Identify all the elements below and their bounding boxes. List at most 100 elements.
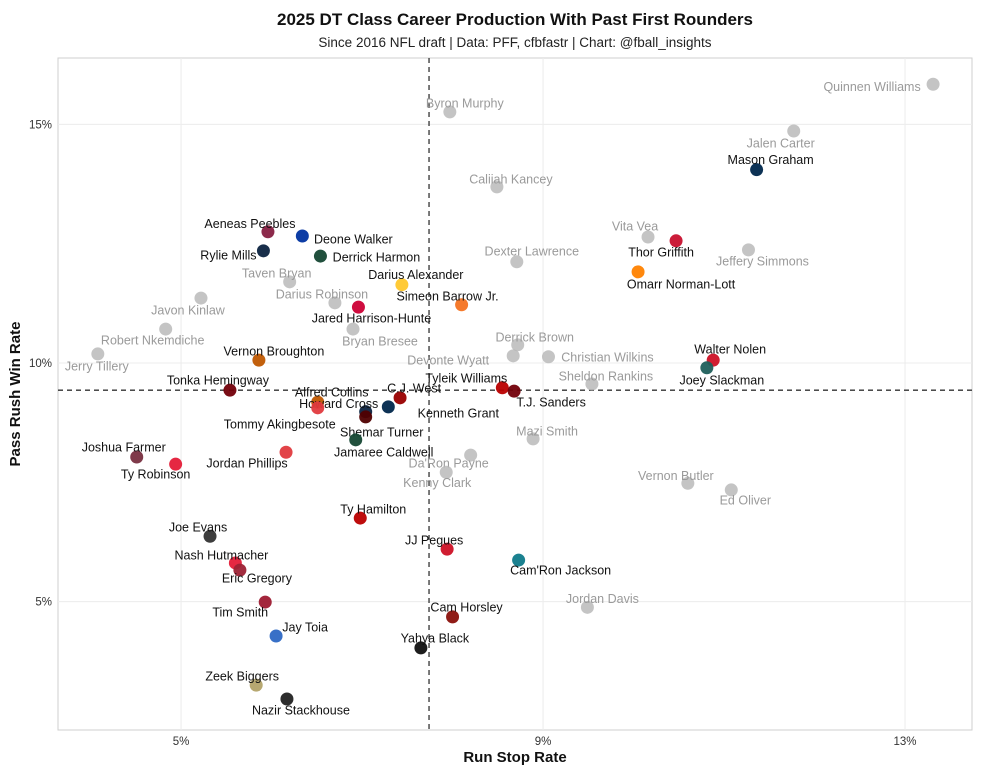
axis-ticks: 5% 9% 13% 5% 10% 15% bbox=[29, 119, 917, 748]
point-marker-tim-smith bbox=[258, 595, 272, 609]
point-marker-c-j-west bbox=[393, 391, 407, 405]
point-label-quinnen-williams: Quinnen Williams bbox=[823, 80, 920, 94]
point-marker-da-ron-payne bbox=[464, 448, 478, 462]
x-axis-label: Run Stop Rate bbox=[463, 749, 566, 766]
point-label-vita-vea: Vita Vea bbox=[612, 219, 658, 233]
point-label-jamaree-caldwell: Jamaree Caldwell bbox=[334, 445, 433, 459]
y-axis-label: Pass Rush Win Rate bbox=[7, 322, 24, 467]
point-label-sheldon-rankins: Sheldon Rankins bbox=[559, 369, 654, 383]
point-label-jordan-phillips: Jordan Phillips bbox=[206, 457, 287, 471]
point-label-c-j-west: C.J. West bbox=[387, 381, 441, 395]
point-label-howard-cross: Howard Cross bbox=[299, 397, 378, 411]
point-label-jalen-carter: Jalen Carter bbox=[747, 137, 815, 151]
point-label-jay-toia: Jay Toia bbox=[282, 620, 328, 634]
point-label-tonka-hemingway: Tonka Hemingway bbox=[167, 374, 270, 388]
point-label-bryan-bresee: Bryan Bresee bbox=[342, 335, 418, 349]
point-label-tim-smith: Tim Smith bbox=[212, 606, 268, 620]
point-marker-kenny-clark bbox=[439, 465, 453, 479]
point-label-tyleik-williams: Tyleik Williams bbox=[425, 371, 507, 385]
point-marker-christian-wilkins bbox=[541, 350, 555, 364]
point-label-omarr-norman-lott: Omarr Norman-Lott bbox=[627, 277, 736, 291]
point-marker-javon-kinlaw bbox=[194, 291, 208, 305]
point-marker-mazi-smith bbox=[526, 432, 540, 446]
point-label-jared-harrison-hunte: Jared Harrison-Hunte bbox=[312, 312, 432, 326]
y-tick-label: 5% bbox=[35, 597, 52, 609]
point-label-kenny-clark: Kenny Clark bbox=[403, 476, 472, 490]
point-marker-jj-pegues bbox=[440, 542, 454, 556]
point-marker-bryan-bresee bbox=[346, 322, 360, 336]
point-label-taven-bryan: Taven Bryan bbox=[242, 266, 312, 280]
point-label-nazir-stackhouse: Nazir Stackhouse bbox=[252, 703, 350, 717]
point-marker-robert-nkemdiche bbox=[159, 322, 173, 336]
point-marker-jordan-davis bbox=[580, 600, 594, 614]
point-label-aeneas-peebles: Aeneas Peebles bbox=[204, 217, 295, 231]
point-label-joey-slackman: Joey Slackman bbox=[679, 373, 764, 387]
point-marker-aeneas-peebles bbox=[261, 225, 275, 239]
point-label-derrick-brown: Derrick Brown bbox=[495, 330, 574, 344]
point-marker-ed-oliver bbox=[724, 483, 738, 497]
point-label-jj-pegues: JJ Pegues bbox=[405, 534, 463, 548]
point-marker-vernon-butler bbox=[681, 476, 695, 490]
point-marker-jalen-carter bbox=[787, 124, 801, 138]
point-marker-shemar-turner bbox=[359, 410, 373, 424]
point-label-mazi-smith: Mazi Smith bbox=[516, 424, 578, 438]
point-label-deone-walker: Deone Walker bbox=[314, 233, 393, 247]
point-label-vernon-butler: Vernon Butler bbox=[638, 469, 714, 483]
point-label-eric-gregory: Eric Gregory bbox=[222, 572, 293, 586]
point-label-dexter-lawrence: Dexter Lawrence bbox=[485, 244, 580, 258]
point-marker-caliiah-kancey bbox=[490, 180, 504, 194]
point-label-jordan-davis: Jordan Davis bbox=[566, 592, 639, 606]
point-marker-joey-slackman bbox=[700, 361, 714, 375]
point-marker-yahya-black bbox=[414, 641, 428, 655]
point-label-jeffery-simmons: Jeffery Simmons bbox=[716, 254, 809, 268]
chart-subtitle: Since 2016 NFL draft | Data: PFF, cfbfas… bbox=[318, 35, 711, 50]
point-marker-jay-toia bbox=[269, 629, 283, 643]
point-label-cam-horsley: Cam Horsley bbox=[430, 600, 503, 614]
point-marker-t-j-sanders bbox=[507, 384, 521, 398]
point-marker-ty-hamilton bbox=[353, 511, 367, 525]
point-marker-jamaree-caldwell bbox=[349, 433, 363, 447]
point-marker-vita-vea bbox=[641, 230, 655, 244]
point-label-darius-alexander: Darius Alexander bbox=[368, 268, 463, 282]
x-tick-label: 13% bbox=[894, 736, 917, 748]
point-label-alfred-collins: Alfred Collins bbox=[295, 386, 369, 400]
y-tick-label: 10% bbox=[29, 358, 52, 370]
point-marker-tonka-hemingway bbox=[223, 383, 237, 397]
point-marker-vernon-broughton bbox=[252, 353, 266, 367]
point-marker-simeon-barrow-jr bbox=[455, 298, 469, 312]
point-marker-joe-evans bbox=[203, 529, 217, 543]
point-label-yahya-black: Yahya Black bbox=[401, 631, 470, 645]
point-marker-cam-horsley bbox=[446, 610, 460, 624]
point-label-t-j-sanders: T.J. Sanders bbox=[516, 396, 585, 410]
point-marker-jared-harrison-hunte bbox=[351, 300, 365, 314]
point-label-da-ron-payne: Da'Ron Payne bbox=[409, 457, 489, 471]
point-marker-omarr-norman-lott bbox=[631, 265, 645, 279]
point-marker-quinnen-williams bbox=[926, 77, 940, 91]
point-marker-jordan-phillips bbox=[279, 445, 293, 459]
point-marker-eric-gregory bbox=[233, 563, 247, 577]
point-label-devonte-wyatt: Devonte Wyatt bbox=[407, 353, 489, 367]
point-label-ty-robinson: Ty Robinson bbox=[121, 468, 191, 482]
point-label-nash-hutmacher: Nash Hutmacher bbox=[174, 548, 268, 562]
point-marker-taven-bryan bbox=[283, 275, 297, 289]
point-marker-darius-robinson bbox=[328, 296, 342, 310]
point-marker-nazir-stackhouse bbox=[280, 692, 294, 706]
point-marker-thor-griffith bbox=[669, 234, 683, 248]
point-label-derrick-harmon: Derrick Harmon bbox=[333, 251, 421, 265]
point-marker-kenneth-grant bbox=[381, 400, 395, 414]
point-label-robert-nkemdiche: Robert Nkemdiche bbox=[101, 334, 205, 348]
point-marker-derrick-brown bbox=[511, 338, 525, 352]
point-marker-jeffery-simmons bbox=[741, 243, 755, 257]
point-label-ty-hamilton: Ty Hamilton bbox=[340, 503, 406, 517]
point-label-caliiah-kancey: Caliiah Kancey bbox=[469, 172, 553, 186]
x-tick-label: 9% bbox=[535, 736, 552, 748]
point-marker-joshua-farmer bbox=[130, 450, 144, 464]
point-label-byron-murphy: Byron Murphy bbox=[426, 96, 505, 110]
point-marker-darius-alexander bbox=[395, 278, 409, 292]
y-tick-label: 15% bbox=[29, 119, 52, 131]
point-marker-mason-graham bbox=[750, 163, 764, 177]
point-label-kenneth-grant: Kenneth Grant bbox=[418, 406, 500, 420]
point-label-darius-robinson: Darius Robinson bbox=[276, 287, 368, 301]
point-marker-derrick-harmon bbox=[313, 249, 327, 263]
point-label-cam-ron-jackson: Cam'Ron Jackson bbox=[510, 564, 611, 578]
